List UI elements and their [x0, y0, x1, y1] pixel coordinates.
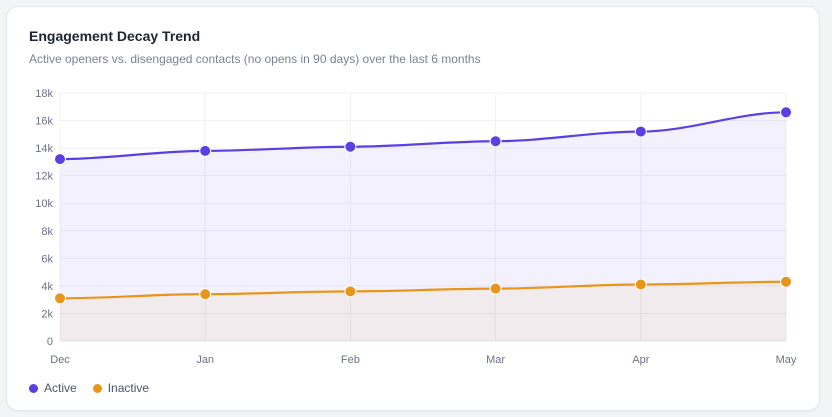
chart-title: Engagement Decay Trend	[29, 28, 201, 44]
y-tick-label: 8k	[41, 226, 53, 238]
series-points	[54, 106, 792, 305]
data-point-active	[489, 135, 502, 148]
x-tick-label: May	[776, 354, 797, 366]
series-lines	[59, 111, 787, 300]
legend-swatch	[92, 383, 102, 393]
data-point-inactive	[780, 275, 792, 288]
data-point-inactive	[344, 285, 357, 298]
series-area-inactive	[60, 281, 786, 341]
y-tick-label: 14k	[35, 143, 53, 155]
data-point-inactive	[199, 288, 212, 301]
data-point-active	[199, 144, 212, 157]
x-tick-label: Jan	[196, 354, 214, 366]
legend-item-active: Active	[29, 381, 77, 395]
series-areas	[60, 112, 786, 342]
data-point-active	[54, 153, 66, 166]
series-area-active	[60, 112, 786, 342]
series-line-active	[59, 111, 787, 161]
y-axis-ticks: 0 2k 4k 6k 8k 10k 12k 14k 16k 18k	[35, 88, 53, 348]
data-point-inactive	[489, 282, 502, 295]
y-tick-label: 6k	[41, 253, 53, 265]
chart-subtitle: Active openers vs. disengaged contacts (…	[29, 52, 481, 66]
y-tick-label: 16k	[35, 116, 53, 128]
y-tick-label: 4k	[41, 281, 53, 293]
x-tick-label: Feb	[341, 354, 360, 366]
legend-item-inactive: Inactive	[92, 381, 150, 395]
x-axis-ticks: Dec Jan Feb Mar Apr May	[50, 354, 797, 366]
y-tick-label: 2k	[41, 308, 53, 320]
legend-label: Inactive	[107, 381, 150, 395]
x-tick-label: Mar	[486, 354, 505, 366]
series-line-inactive	[59, 280, 787, 300]
line-chart: 0 2k 4k 6k 8k 10k 12k 14k 16k 18k Dec Jan Feb Mar Apr…	[35, 88, 797, 366]
legend-label: Active	[44, 381, 77, 395]
data-point-active	[780, 106, 792, 119]
data-point-inactive	[54, 292, 66, 305]
data-point-inactive	[634, 278, 647, 291]
x-tick-label: Dec	[50, 354, 70, 366]
legend-swatch	[29, 383, 38, 393]
x-tick-label: Apr	[632, 354, 649, 366]
chart-legend: Active Inactive	[29, 381, 149, 395]
data-point-active	[634, 125, 647, 138]
y-tick-label: 10k	[35, 198, 53, 210]
y-tick-label: 12k	[35, 171, 53, 183]
chart-card: Engagement Decay Trend Active openers vs…	[6, 6, 820, 411]
y-tick-label: 0	[47, 336, 53, 348]
data-point-active	[344, 140, 357, 153]
y-tick-label: 18k	[35, 88, 53, 100]
